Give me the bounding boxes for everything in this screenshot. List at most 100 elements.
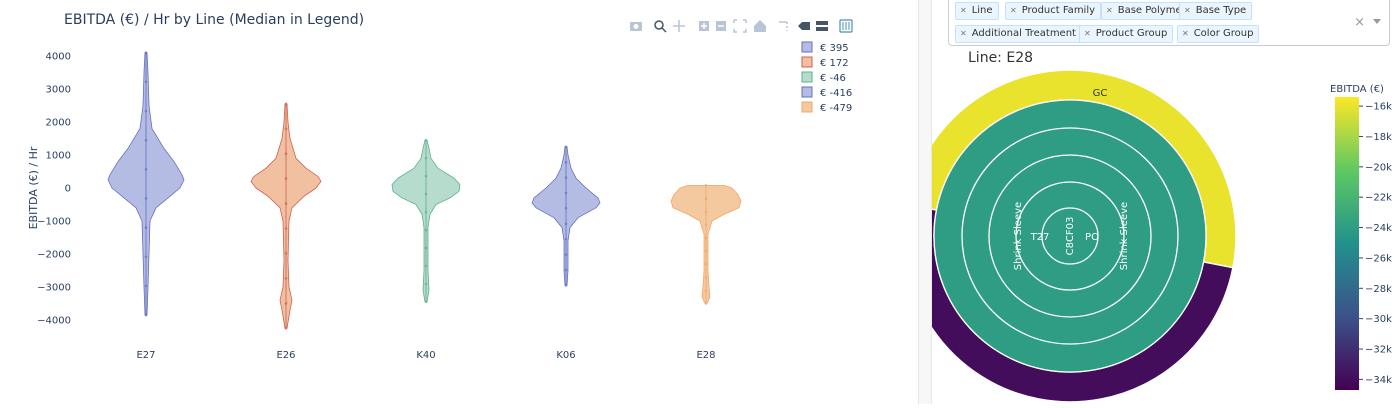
legend-swatch[interactable] <box>801 41 813 53</box>
legend-item[interactable]: € 395 <box>820 43 849 54</box>
sunburst-rings[interactable] <box>932 69 1237 403</box>
violin-point <box>424 300 428 304</box>
sunburst-label-level-3: T27 <box>1030 232 1050 243</box>
legend-item[interactable]: € 172 <box>820 58 849 69</box>
violin-point <box>284 127 288 131</box>
violin-point <box>144 226 148 229</box>
violin-point <box>704 289 708 292</box>
legend-swatch[interactable] <box>801 56 813 68</box>
y-tick-label: −1000 <box>37 217 71 228</box>
violin-point <box>704 223 708 227</box>
violin-point <box>564 145 568 149</box>
y-tick-label: −4000 <box>37 316 71 327</box>
x-tick-label: K06 <box>556 350 575 361</box>
zoom-out-icon[interactable] <box>716 21 726 31</box>
violin-chart: EBITDA (€) / Hr by Line (Median in Legen… <box>27 12 853 361</box>
chip-label: Base Polymer <box>1117 5 1186 16</box>
hierarchy-chip[interactable]: ✕ Product Group <box>1079 25 1174 43</box>
hierarchy-chip[interactable]: ✕ Line <box>955 2 999 20</box>
violin-point <box>144 255 148 259</box>
legend-swatch[interactable] <box>801 86 813 98</box>
violin-point <box>424 192 428 196</box>
colorbar-tick-label: −32k <box>1365 345 1392 356</box>
violin-point <box>424 264 428 268</box>
colorbar-tick-label: −18k <box>1365 132 1392 143</box>
sunburst-ring-level-0[interactable] <box>1041 207 1099 265</box>
hierarchy-chip[interactable]: ✕ Additional Treatment <box>955 25 1082 43</box>
colorbar-tick-label: −24k <box>1365 223 1392 234</box>
plotly-logo-icon[interactable] <box>839 19 853 33</box>
violin-point <box>144 51 148 54</box>
modebar <box>630 19 853 33</box>
chip-remove-icon[interactable]: ✕ <box>960 6 967 15</box>
chip-label: Base Type <box>1195 5 1247 16</box>
colorbar-tick-label: −20k <box>1365 162 1392 173</box>
x-tick-label: E26 <box>276 350 295 361</box>
reset-axes-icon[interactable] <box>754 20 766 32</box>
sunburst-title: Line: E28 <box>968 50 1034 66</box>
legend[interactable]: € 395 € 172 € -46 € -416 € -479 <box>801 41 852 114</box>
x-tick-label: K40 <box>416 350 435 361</box>
violin-point <box>564 176 568 179</box>
hierarchy-chip[interactable]: ✕ Base Type <box>1179 2 1253 20</box>
violin-point <box>564 222 568 226</box>
chip-remove-icon[interactable]: ✕ <box>1106 6 1113 15</box>
violin-point <box>284 326 288 330</box>
panel-divider[interactable] <box>918 0 932 404</box>
violin-point <box>704 184 708 187</box>
spike-lines-icon[interactable] <box>779 21 788 31</box>
y-axis-label: EBITDA (€) / Hr <box>27 146 40 229</box>
chip-label: Product Family <box>1021 5 1096 16</box>
violin-point <box>564 237 568 241</box>
colorbar-tick-label: −22k <box>1365 193 1392 204</box>
colorbar-tick-label: −28k <box>1365 284 1392 295</box>
hierarchy-chip[interactable]: ✕ Color Group <box>1177 25 1260 43</box>
chip-remove-icon[interactable]: ✕ <box>1182 29 1189 38</box>
sunburst-panel: ✕ Line ✕ Product Family ✕ Base Polymer ✕ Base T… <box>932 0 1400 404</box>
chip-label: Product Group <box>1095 28 1168 39</box>
chip-remove-icon[interactable]: ✕ <box>960 29 967 38</box>
sunburst-label-gc: GC <box>1093 88 1108 99</box>
violin-point <box>424 228 428 232</box>
violin-point <box>424 138 428 142</box>
hierarchy-multi-select[interactable]: ✕ Line ✕ Product Family ✕ Base Polymer ✕ Base T… <box>948 0 1390 46</box>
autoscale-icon[interactable] <box>733 19 747 33</box>
legend-swatch[interactable] <box>801 71 813 83</box>
legend-swatch[interactable] <box>801 101 813 113</box>
violin-point <box>564 160 568 164</box>
zoom-in-icon[interactable] <box>699 21 709 31</box>
violin-point <box>564 284 568 287</box>
chip-remove-icon[interactable]: ✕ <box>1010 6 1017 15</box>
legend-item[interactable]: € -479 <box>820 103 852 114</box>
colorbar-tick-label: −26k <box>1365 253 1392 264</box>
zoom-icon[interactable] <box>654 20 667 33</box>
clear-icon[interactable]: × <box>1354 15 1365 30</box>
hover-closest-icon[interactable] <box>798 22 810 30</box>
violin-point <box>704 262 708 266</box>
violin-point <box>704 275 708 279</box>
chip-remove-icon[interactable]: ✕ <box>1084 29 1091 38</box>
legend-item[interactable]: € -416 <box>820 88 852 99</box>
violin-point <box>424 210 428 214</box>
violin-point <box>564 253 568 256</box>
violin-point <box>144 284 148 288</box>
violin-point <box>284 152 288 156</box>
violin-point <box>564 268 568 272</box>
x-tick-label: E27 <box>136 350 155 361</box>
camera-icon[interactable] <box>630 22 642 31</box>
hover-compare-icon[interactable] <box>816 21 828 31</box>
chip-remove-icon[interactable]: ✕ <box>1184 6 1191 15</box>
caret-down-icon[interactable] <box>1373 19 1381 24</box>
violin-point <box>424 174 428 178</box>
violin-plot-area[interactable] <box>107 51 742 330</box>
violin-point <box>144 138 148 142</box>
pan-icon[interactable] <box>673 20 685 32</box>
violin-point <box>144 80 148 84</box>
sunburst-labels: GC TR Shrink Sleeve C8CF03 Shrink Sleeve T27 P… <box>1013 88 1173 389</box>
sunburst-label-tr: TR <box>1158 378 1172 389</box>
legend-item[interactable]: € -46 <box>820 73 846 84</box>
hierarchy-chip[interactable]: ✕ Product Family <box>1005 2 1102 20</box>
y-tick-label: −3000 <box>37 283 71 294</box>
violin-point <box>704 210 708 213</box>
chip-label: Color Group <box>1193 28 1254 39</box>
